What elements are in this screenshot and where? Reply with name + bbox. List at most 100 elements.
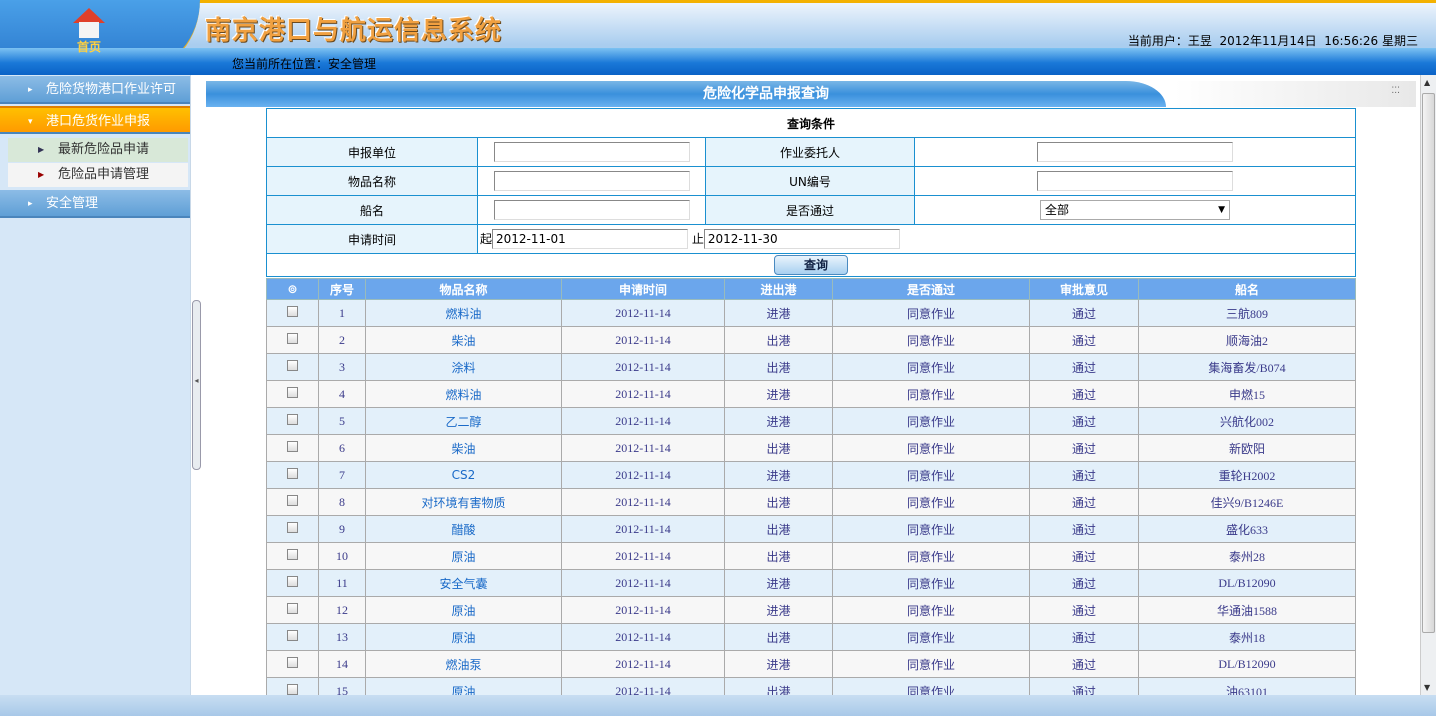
approval-opinion: 通过 bbox=[1029, 515, 1139, 543]
vertical-scrollbar[interactable]: ▲ ▼ bbox=[1420, 75, 1436, 695]
unit-input[interactable] bbox=[493, 142, 690, 162]
ship-label: 船名 bbox=[266, 195, 478, 225]
home-button[interactable]: 首页 bbox=[68, 8, 110, 55]
table-row[interactable]: 14 燃油泵 2012-11-14 进港 同意作业 通过 DL/B12090 bbox=[266, 650, 1356, 678]
sidebar-subitem-new[interactable]: ▶ 最新危险品申请 bbox=[8, 138, 188, 162]
sidebar-subitem-label: 最新危险品申请 bbox=[58, 142, 150, 157]
table-row[interactable]: 3 涂料 2012-11-14 出港 同意作业 通过 集海畜发/B074 bbox=[266, 353, 1356, 381]
goods-input[interactable] bbox=[493, 171, 690, 191]
ship-name: 兴航化002 bbox=[1138, 407, 1356, 435]
column-header: ⊚ bbox=[266, 278, 319, 300]
approval-status: 同意作业 bbox=[832, 380, 1030, 408]
table-row[interactable]: 2 柴油 2012-11-14 出港 同意作业 通过 顺海油2 bbox=[266, 326, 1356, 354]
goods-name[interactable]: 原油 bbox=[365, 596, 562, 624]
apply-date: 2012-11-14 bbox=[561, 326, 725, 354]
row-checkbox[interactable] bbox=[287, 683, 298, 695]
collapse-arrow-icon: ▾ bbox=[28, 117, 33, 127]
row-checkbox[interactable] bbox=[287, 440, 298, 452]
table-row[interactable]: 1 燃料油 2012-11-14 进港 同意作业 通过 三航809 bbox=[266, 299, 1356, 327]
row-checkbox[interactable] bbox=[287, 467, 298, 479]
footer-bar bbox=[0, 695, 1436, 716]
row-index: 6 bbox=[318, 434, 366, 462]
table-row[interactable]: 10 原油 2012-11-14 出港 同意作业 通过 泰州28 bbox=[266, 542, 1356, 570]
system-title: 南京港口与航运信息系统 bbox=[205, 16, 503, 46]
sidebar-item-permit[interactable]: ▸ 危险货物港口作业许可 bbox=[0, 76, 190, 104]
row-index: 2 bbox=[318, 326, 366, 354]
row-index: 14 bbox=[318, 650, 366, 678]
goods-name[interactable]: CS2 bbox=[365, 461, 562, 489]
un-label: UN编号 bbox=[705, 166, 915, 196]
sidebar-splitter[interactable]: ◂ bbox=[190, 75, 202, 695]
goods-name[interactable]: 燃料油 bbox=[365, 299, 562, 327]
approval-opinion: 通过 bbox=[1029, 488, 1139, 516]
from-date-input[interactable] bbox=[492, 229, 689, 249]
table-row[interactable]: 5 乙二醇 2012-11-14 进港 同意作业 通过 兴航化002 bbox=[266, 407, 1356, 435]
row-checkbox[interactable] bbox=[287, 575, 298, 587]
row-checkbox[interactable] bbox=[287, 602, 298, 614]
goods-name[interactable]: 对环境有害物质 bbox=[365, 488, 562, 516]
row-checkbox[interactable] bbox=[287, 521, 298, 533]
scroll-up-icon[interactable]: ▲ bbox=[1424, 78, 1431, 87]
goods-name[interactable]: 乙二醇 bbox=[365, 407, 562, 435]
client-input[interactable] bbox=[1037, 142, 1233, 162]
column-header: 申请时间 bbox=[561, 278, 725, 300]
table-row[interactable]: 8 对环境有害物质 2012-11-14 出港 同意作业 通过 佳兴9/B1246E bbox=[266, 488, 1356, 516]
from-label: 起 bbox=[480, 232, 493, 246]
row-checkbox[interactable] bbox=[287, 656, 298, 668]
scroll-down-icon[interactable]: ▼ bbox=[1424, 683, 1431, 692]
goods-name[interactable]: 原油 bbox=[365, 623, 562, 651]
un-input[interactable] bbox=[1037, 171, 1233, 191]
row-checkbox[interactable] bbox=[287, 494, 298, 506]
column-header: 进出港 bbox=[724, 278, 833, 300]
goods-name[interactable]: 安全气囊 bbox=[365, 569, 562, 597]
goods-name[interactable]: 柴油 bbox=[365, 434, 562, 462]
user-info: 当前用户：王昱 2012年11月14日 16:56:26 星期三 bbox=[1128, 32, 1418, 49]
column-header: 是否通过 bbox=[832, 278, 1030, 300]
to-date-input[interactable] bbox=[703, 229, 900, 249]
row-checkbox[interactable] bbox=[287, 359, 298, 371]
search-button[interactable]: 查询 bbox=[774, 255, 848, 275]
ship-input[interactable] bbox=[493, 200, 690, 220]
table-row[interactable]: 7 CS2 2012-11-14 进港 同意作业 通过 重轮H2002 bbox=[266, 461, 1356, 489]
goods-name[interactable]: 涂料 bbox=[365, 353, 562, 381]
row-checkbox[interactable] bbox=[287, 629, 298, 641]
approval-status: 同意作业 bbox=[832, 353, 1030, 381]
approval-status: 同意作业 bbox=[832, 434, 1030, 462]
goods-name[interactable]: 燃油泵 bbox=[365, 650, 562, 678]
query-form: 查询条件 申报单位 作业委托人 物品名称 UN编号 船名 是否通过 全部 ▼ 申请时间起 … bbox=[265, 108, 1357, 277]
approval-opinion: 通过 bbox=[1029, 623, 1139, 651]
table-row[interactable]: 13 原油 2012-11-14 出港 同意作业 通过 泰州18 bbox=[266, 623, 1356, 651]
row-checkbox[interactable] bbox=[287, 548, 298, 560]
expand-arrow-icon: ▸ bbox=[28, 85, 33, 95]
table-row[interactable]: 9 醋酸 2012-11-14 出港 同意作业 通过 盛化633 bbox=[266, 515, 1356, 543]
sidebar-item-label: 危险货物港口作业许可 bbox=[46, 82, 177, 97]
apply-date: 2012-11-14 bbox=[561, 650, 725, 678]
direction: 进港 bbox=[724, 407, 833, 435]
row-index: 3 bbox=[318, 353, 366, 381]
header-top-line bbox=[150, 0, 1436, 3]
goods-name[interactable]: 原油 bbox=[365, 542, 562, 570]
ship-name: 盛化633 bbox=[1138, 515, 1356, 543]
table-row[interactable]: 4 燃料油 2012-11-14 进港 同意作业 通过 申燃15 bbox=[266, 380, 1356, 408]
sidebar-item-safety[interactable]: ▸ 安全管理 bbox=[0, 190, 190, 218]
sidebar-item-declaration[interactable]: ▾ 港口危货作业申报 bbox=[0, 106, 190, 134]
approval-opinion: 通过 bbox=[1029, 380, 1139, 408]
table-row[interactable]: 11 安全气囊 2012-11-14 进港 同意作业 通过 DL/B12090 bbox=[266, 569, 1356, 597]
direction: 出港 bbox=[724, 326, 833, 354]
goods-name[interactable]: 醋酸 bbox=[365, 515, 562, 543]
scroll-thumb[interactable] bbox=[1422, 93, 1435, 633]
table-row[interactable]: 12 原油 2012-11-14 进港 同意作业 通过 华通油1588 bbox=[266, 596, 1356, 624]
row-checkbox[interactable] bbox=[287, 386, 298, 398]
sidebar-subitem-manage[interactable]: ▶ 危险品申请管理 bbox=[8, 163, 188, 187]
table-row[interactable]: 6 柴油 2012-11-14 出港 同意作业 通过 新欧阳 bbox=[266, 434, 1356, 462]
goods-name[interactable]: 柴油 bbox=[365, 326, 562, 354]
approval-status: 同意作业 bbox=[832, 596, 1030, 624]
passed-select[interactable]: 全部 ▼ bbox=[1040, 200, 1230, 220]
client-label: 作业委托人 bbox=[705, 137, 915, 167]
collapse-handle[interactable]: ◂ bbox=[192, 300, 201, 470]
row-checkbox[interactable] bbox=[287, 332, 298, 344]
row-checkbox[interactable] bbox=[287, 413, 298, 425]
row-checkbox[interactable] bbox=[287, 305, 298, 317]
goods-name[interactable]: 燃料油 bbox=[365, 380, 562, 408]
direction: 进港 bbox=[724, 569, 833, 597]
